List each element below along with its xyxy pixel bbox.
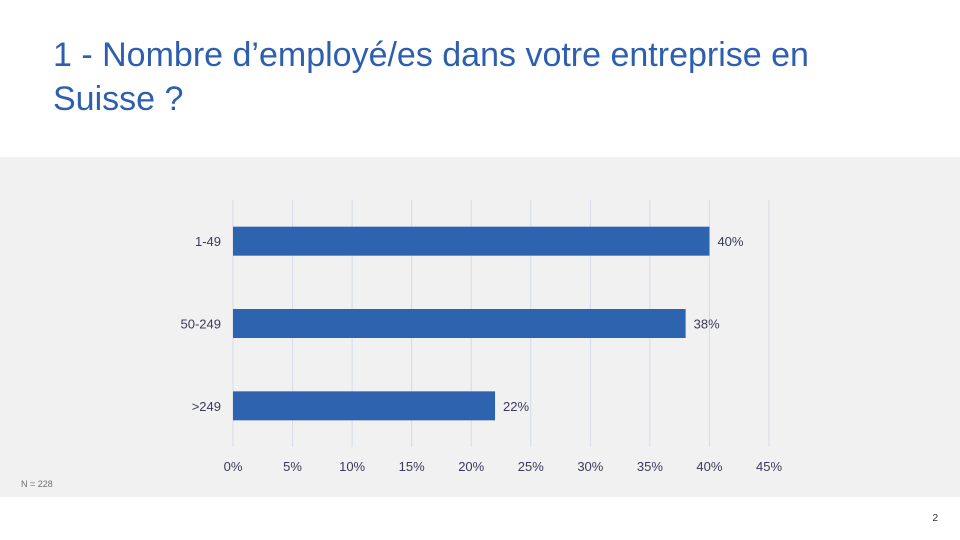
category-label: >249: [192, 399, 221, 414]
data-label: 38%: [694, 317, 720, 332]
data-label: 40%: [717, 234, 743, 249]
sample-size-note: N = 228: [21, 479, 53, 489]
x-tick-label: 5%: [283, 459, 302, 474]
data-label: 22%: [503, 399, 529, 414]
bar: [233, 309, 686, 338]
x-tick-label: 20%: [458, 459, 484, 474]
x-tick-label: 35%: [637, 459, 663, 474]
chart-panel: 0% 5% 10% 15% 20% 25% 30% 35% 40% 45% 1-49 40% 50-24…: [0, 157, 960, 497]
x-tick-label: 45%: [756, 459, 782, 474]
x-tick-label: 10%: [339, 459, 365, 474]
x-tick-label: 25%: [518, 459, 544, 474]
slide-title: 1 - Nombre d’employé/es dans votre entre…: [53, 36, 809, 118]
bar: [233, 226, 710, 256]
category-label: 1-49: [195, 234, 221, 249]
category-label: 50-249: [181, 317, 221, 332]
bar: [233, 391, 496, 421]
x-tick-label: 0%: [224, 459, 243, 474]
x-tick-label: 40%: [696, 459, 722, 474]
x-tick-label: 15%: [399, 459, 425, 474]
page-number: 2: [932, 513, 938, 524]
x-tick-label: 30%: [577, 459, 603, 474]
bar-chart: 0% 5% 10% 15% 20% 25% 30% 35% 40% 45% 1-49 40% 50-24…: [181, 200, 782, 474]
